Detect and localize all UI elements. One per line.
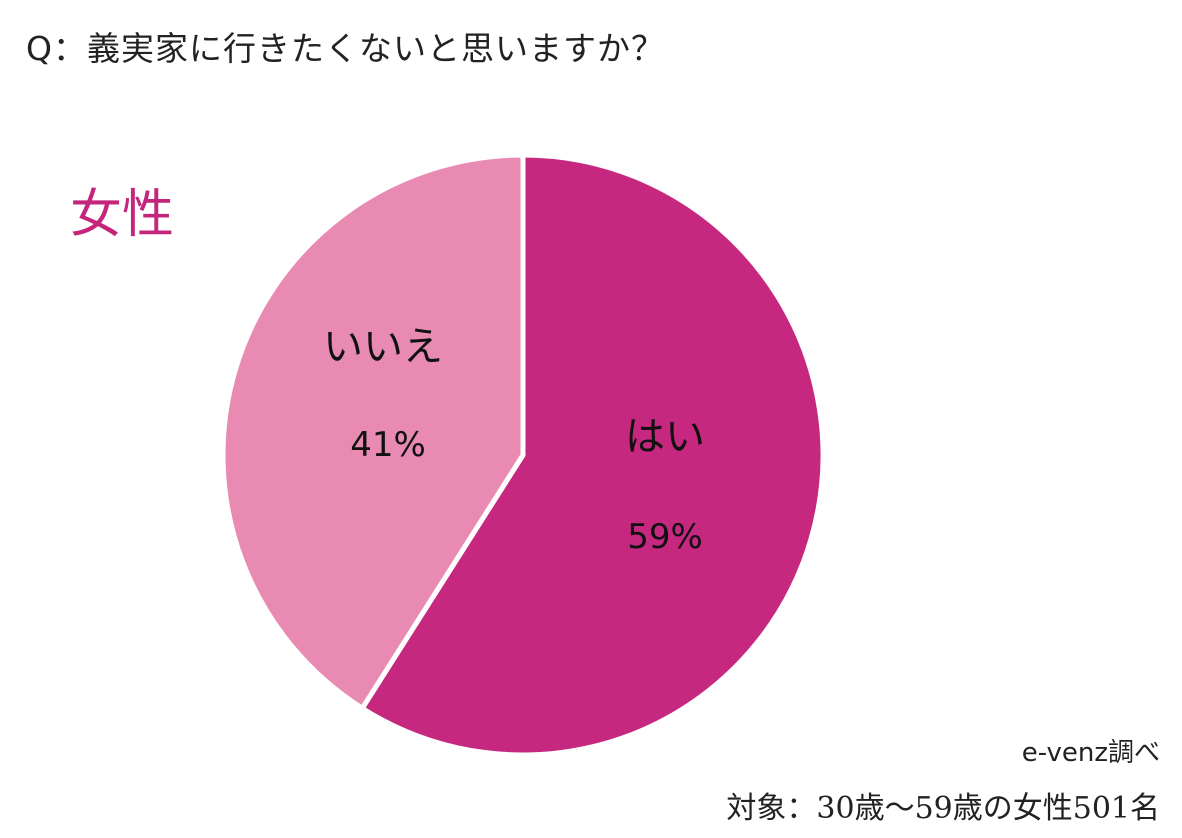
slice-label-yes: はい xyxy=(625,414,705,460)
pie-slice-yes xyxy=(359,152,826,758)
sample-description: 対象：30歳〜59歳の女性501名 xyxy=(726,791,1160,826)
slice-value-no: 41% xyxy=(350,425,426,465)
question-title: Q：義実家に行きたくないと思いますか？ xyxy=(26,29,665,68)
group-label: 女性 xyxy=(70,185,175,245)
slice-label-no: いいえ xyxy=(323,324,443,370)
source-credit: e-venz調べ xyxy=(1021,738,1160,768)
pie-slice-no xyxy=(220,152,526,711)
slice-value-yes: 59% xyxy=(627,517,703,557)
